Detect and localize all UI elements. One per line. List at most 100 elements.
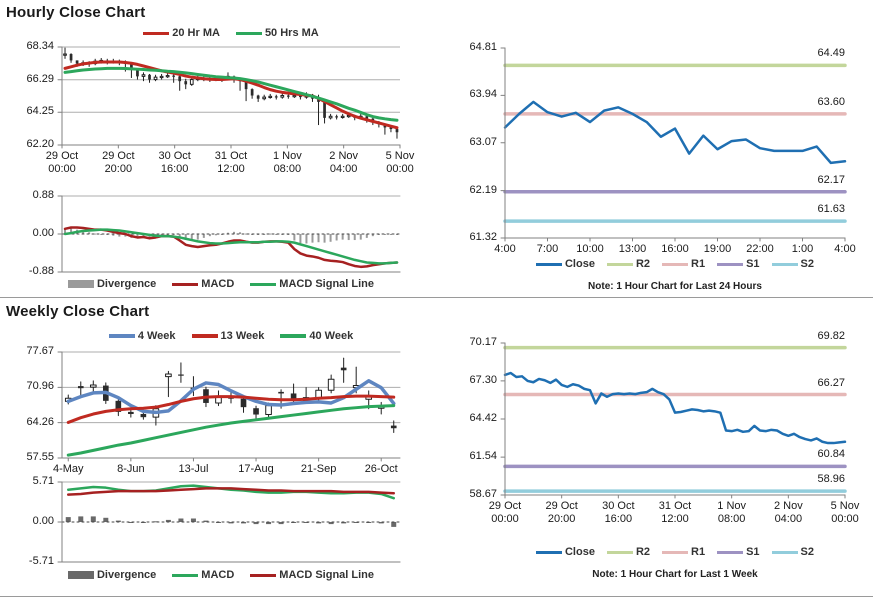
legend-label: Divergence — [96, 278, 157, 290]
green-line-swatch — [235, 31, 262, 35]
x-tick-label: 4-May — [52, 463, 84, 475]
weekly-sr-legend: Close R2 R1 S1 S2 — [505, 546, 845, 558]
weekly-price-legend: 4 Week 13 Week 40 Week — [62, 330, 400, 342]
blue-line-swatch — [535, 550, 562, 554]
level-label-r2: 69.82 — [817, 329, 845, 342]
y-tick-label: 64.81 — [469, 41, 497, 53]
x-tick-label: 4:00 — [494, 243, 516, 255]
y-tick-label: 57.55 — [26, 451, 54, 463]
y-tick-label: 0.00 — [32, 515, 54, 527]
legend-label: S2 — [800, 258, 815, 270]
section-divider — [0, 297, 873, 298]
x-tick-label: 30 Oct 16:00 — [158, 150, 191, 175]
r2-line-swatch — [606, 262, 633, 266]
y-tick-label: 0.88 — [32, 189, 54, 201]
red-line-swatch — [172, 282, 199, 286]
legend-label: R2 — [635, 258, 651, 270]
blue-line-swatch — [535, 262, 562, 266]
legend-item-50hr-ma: 50 Hrs MA — [235, 27, 319, 39]
hourly-sr-legend: Close R2 R1 S1 S2 — [505, 258, 845, 270]
blue-line-swatch — [108, 334, 135, 338]
s1-line-swatch — [717, 550, 744, 554]
legend-item-40week: 40 Week — [280, 330, 353, 342]
legend-item-s1: S1 — [717, 546, 760, 558]
legend-item-macd-signal: MACD Signal Line — [250, 569, 374, 581]
hourly-sr-note: Note: 1 Hour Chart for Last 24 Hours — [588, 281, 762, 292]
s1-line-swatch — [717, 262, 744, 266]
legend-item-s2: S2 — [771, 258, 815, 270]
y-tick-label: 63.94 — [469, 88, 497, 101]
s2-line-swatch — [771, 550, 798, 554]
legend-label: 4 Week — [137, 330, 176, 342]
gray-bar-swatch — [67, 280, 94, 288]
legend-item-s1: S1 — [717, 258, 760, 270]
y-tick-label: 0.00 — [32, 227, 54, 239]
red-line-swatch — [250, 573, 277, 577]
green-line-swatch — [280, 334, 307, 338]
y-tick-label: 62.20 — [26, 138, 54, 150]
x-tick-label: 13-Jul — [178, 463, 209, 475]
x-tick-label: 29 Oct 20:00 — [102, 150, 135, 175]
y-tick-label: -5.71 — [28, 555, 54, 567]
x-tick-label: 5 Nov 00:00 — [830, 500, 860, 525]
r1-line-swatch — [662, 550, 689, 554]
x-tick-label: 29 Oct 20:00 — [545, 500, 578, 525]
y-tick-label: 66.29 — [26, 72, 54, 85]
x-tick-label: 21-Sep — [300, 463, 337, 475]
legend-item-close: Close — [535, 258, 595, 270]
x-tick-label: 13:00 — [618, 243, 647, 255]
green-line-swatch — [172, 573, 199, 577]
y-tick-label: 61.54 — [469, 450, 497, 463]
hourly-macd-legend: Divergence MACD MACD Signal Line — [42, 278, 400, 290]
legend-label: MACD — [201, 278, 235, 290]
legend-label: Divergence — [96, 569, 157, 581]
y-tick-label: 70.17 — [469, 336, 497, 348]
x-tick-label: 4:00 — [834, 243, 856, 255]
y-tick-label: 5.71 — [32, 475, 54, 487]
legend-item-4week: 4 Week — [108, 330, 176, 342]
x-tick-label: 2 Nov 04:00 — [329, 150, 359, 175]
y-tick-label: 64.26 — [26, 415, 54, 428]
x-tick-label: 31 Oct 12:00 — [214, 150, 248, 175]
legend-label: 50 Hrs MA — [264, 27, 319, 39]
r1-line-swatch — [662, 262, 689, 266]
legend-item-divergence: Divergence — [67, 278, 157, 290]
red-line-swatch — [191, 334, 218, 338]
legend-item-r1: R1 — [662, 546, 705, 558]
x-tick-label: 29 Oct 00:00 — [488, 500, 522, 525]
legend-label: S2 — [800, 546, 815, 558]
x-tick-label: 7:00 — [536, 243, 559, 255]
x-tick-label: 5 Nov 00:00 — [385, 150, 415, 175]
y-tick-label: 70.96 — [26, 380, 54, 393]
legend-item-divergence: Divergence — [67, 569, 157, 581]
level-label-r2: 64.49 — [817, 47, 845, 60]
y-tick-label: 68.34 — [26, 40, 54, 52]
x-tick-label: 1:00 — [791, 243, 814, 255]
legend-item-r2: R2 — [606, 258, 651, 270]
weekly-chart-title: Weekly Close Chart — [6, 303, 150, 320]
x-tick-label: 8-Jun — [117, 463, 145, 475]
legend-item-macd: MACD — [172, 569, 234, 581]
legend-label: MACD Signal Line — [279, 278, 375, 290]
legend-item-20hr-ma: 20 Hr MA — [143, 27, 220, 39]
x-tick-label: 22:00 — [746, 243, 774, 255]
y-tick-label: -0.88 — [28, 265, 54, 277]
legend-label: 40 Week — [309, 330, 354, 342]
red-line-swatch — [143, 31, 170, 35]
legend-label: Close — [564, 258, 595, 270]
legend-label: 20 Hr MA — [172, 27, 220, 39]
green-line-swatch — [250, 282, 277, 286]
legend-label: MACD Signal Line — [279, 569, 375, 581]
level-label-s1: 62.17 — [817, 173, 845, 186]
gray-bar-swatch — [67, 571, 94, 579]
level-label-s2: 58.96 — [817, 473, 845, 486]
legend-label: R1 — [691, 546, 706, 558]
y-tick-label: 58.67 — [469, 488, 497, 500]
x-tick-label: 2 Nov 04:00 — [773, 500, 803, 525]
x-tick-label: 17-Aug — [238, 463, 274, 475]
x-tick-label: 31 Oct 12:00 — [658, 500, 692, 525]
x-tick-label: 1 Nov 08:00 — [272, 150, 302, 175]
level-label-r1: 66.27 — [817, 376, 845, 389]
